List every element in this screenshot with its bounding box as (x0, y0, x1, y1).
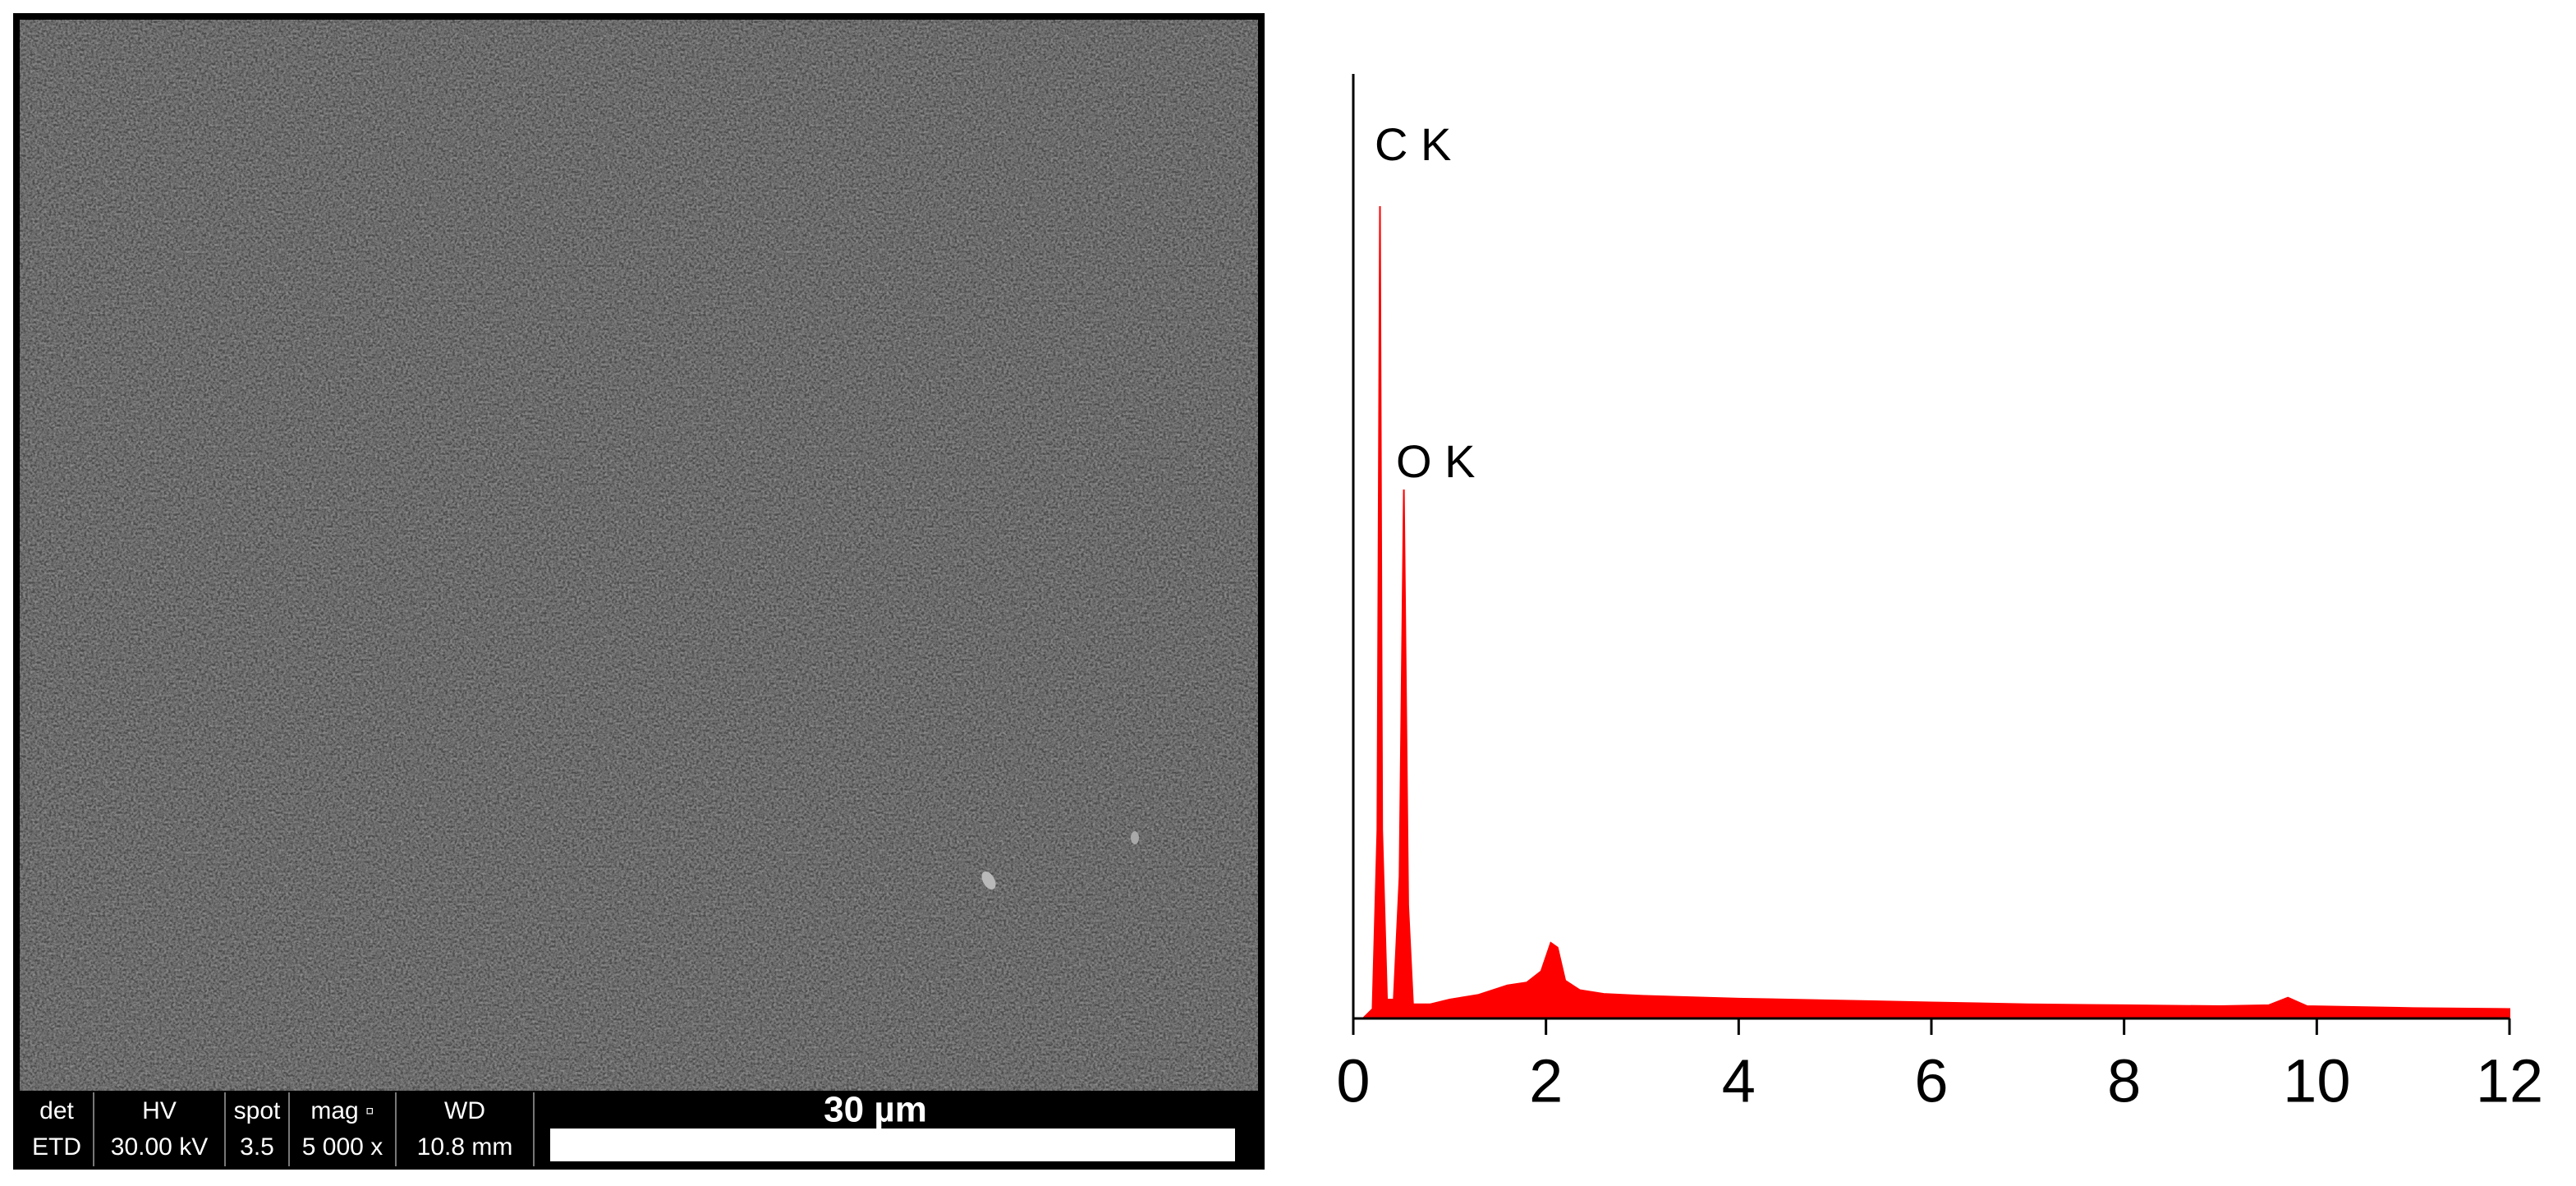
peak-label: O K (1396, 435, 1475, 487)
info-value: 30.00 kV (111, 1133, 208, 1161)
spectrum-chart: 0 2 4 6 8 10 12 C K O K (1336, 74, 2543, 1115)
info-value: ETD (32, 1133, 81, 1161)
spectrum-area (1353, 205, 2510, 1019)
info-header: det (39, 1097, 74, 1124)
info-value: 10.8 mm (417, 1133, 513, 1161)
scale-bar (550, 1129, 1235, 1161)
particle (981, 871, 996, 890)
info-header: spot (234, 1097, 281, 1124)
x-tick-label: 4 (1722, 1047, 1756, 1115)
x-tick-label: 0 (1336, 1047, 1370, 1115)
info-value: 5 000 x (302, 1133, 383, 1161)
x-tick-label: 10 (2283, 1047, 2350, 1115)
scale-label: 30 µm (824, 1090, 927, 1130)
sem-panel: det ETD HV 30.00 kV spot 3.5 mag ▫ 5 000 x WD 10.… (13, 13, 1265, 1170)
x-tick-label: 2 (1529, 1047, 1563, 1115)
x-tick-label: 12 (2476, 1047, 2543, 1115)
x-tick-label: 6 (1914, 1047, 1948, 1115)
info-header: HV (142, 1097, 177, 1124)
particle (1131, 831, 1139, 844)
sem-image (20, 20, 1258, 1091)
info-header: mag ▫ (310, 1097, 374, 1124)
info-bar: det ETD HV 30.00 kV spot 3.5 mag ▫ 5 000 x WD 10.… (20, 1090, 1258, 1166)
x-tick-label: 8 (2107, 1047, 2141, 1115)
info-header: WD (444, 1097, 485, 1124)
peak-label: C K (1375, 118, 1451, 170)
info-value: 3.5 (240, 1133, 274, 1161)
